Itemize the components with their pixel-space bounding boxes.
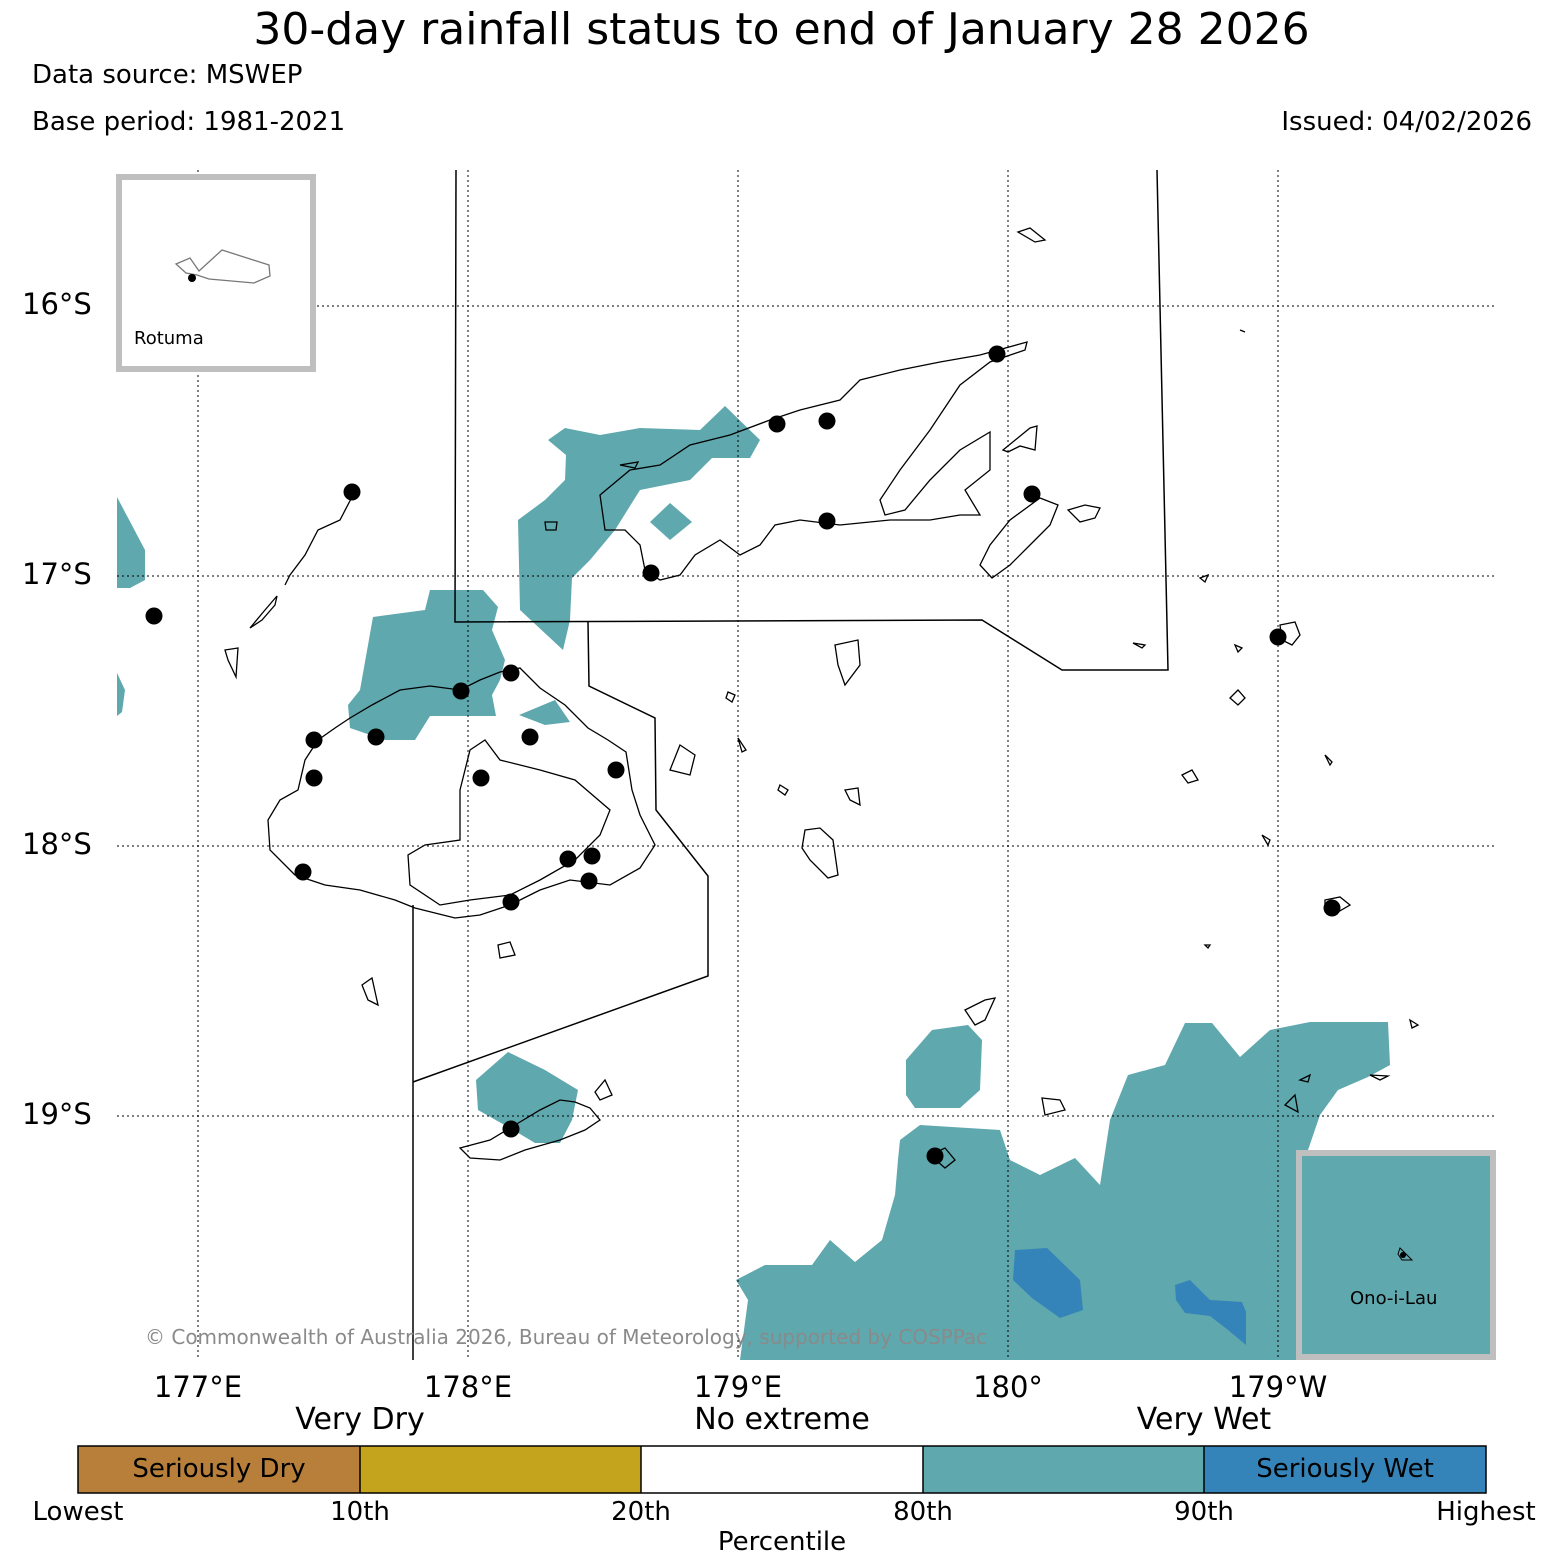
seriously-wet-areas xyxy=(1013,1248,1246,1345)
lon-label-178e: 178°E xyxy=(423,1370,513,1404)
rotuma-label: Rotuma xyxy=(134,328,204,349)
legend-seriously-dry: Seriously Dry xyxy=(132,1454,306,1484)
lon-label-177e: 177°E xyxy=(153,1370,243,1404)
base-period: Base period: 1981-2021 xyxy=(32,107,346,137)
lon-label-179w: 179°W xyxy=(1228,1370,1328,1404)
legend-tick-80th: 80th xyxy=(893,1497,953,1527)
copyright-notice: © Commonwealth of Australia 2026, Bureau… xyxy=(145,1325,988,1349)
lon-label-179e: 179°E xyxy=(693,1370,783,1404)
station-markers xyxy=(145,345,1341,1165)
lat-label-19s: 19°S xyxy=(22,1097,92,1131)
lat-label-18s: 18°S xyxy=(22,827,92,861)
onoilau-island-shape xyxy=(1397,1247,1414,1261)
rotuma-inset: Rotuma xyxy=(116,174,316,372)
legend-tick-10th: 10th xyxy=(330,1497,390,1527)
legend-seriously-wet: Seriously Wet xyxy=(1256,1454,1434,1484)
legend-tick-20th: 20th xyxy=(611,1497,671,1527)
onoilau-inset: Ono-i-Lau xyxy=(1296,1150,1496,1360)
graticule xyxy=(117,170,1494,1360)
map-title: 30-day rainfall status to end of January… xyxy=(253,4,1310,55)
legend-category-very-wet: Very Wet xyxy=(1136,1402,1272,1437)
rotuma-island-shape xyxy=(174,249,271,284)
lat-label-16s: 16°S xyxy=(22,287,92,321)
lon-label-180: 180° xyxy=(973,1370,1043,1404)
legend-category-no-extreme: No extreme xyxy=(694,1402,870,1437)
lat-label-17s: 17°S xyxy=(22,557,92,591)
issued-date: Issued: 04/02/2026 xyxy=(1281,107,1532,137)
legend-tick-lowest: Lowest xyxy=(32,1497,124,1527)
legend-category-very-dry: Very Dry xyxy=(295,1402,425,1437)
very-wet-areas xyxy=(117,406,1494,1360)
legend-tick-90th: 90th xyxy=(1174,1497,1234,1527)
division-boundaries xyxy=(412,170,1169,1360)
legend-colorbar xyxy=(77,1445,1487,1494)
legend-tick-highest: Highest xyxy=(1436,1497,1536,1527)
onoilau-label: Ono-i-Lau xyxy=(1350,1288,1438,1309)
data-source: Data source: MSWEP xyxy=(32,60,303,90)
legend-axis-label: Percentile xyxy=(717,1527,847,1557)
